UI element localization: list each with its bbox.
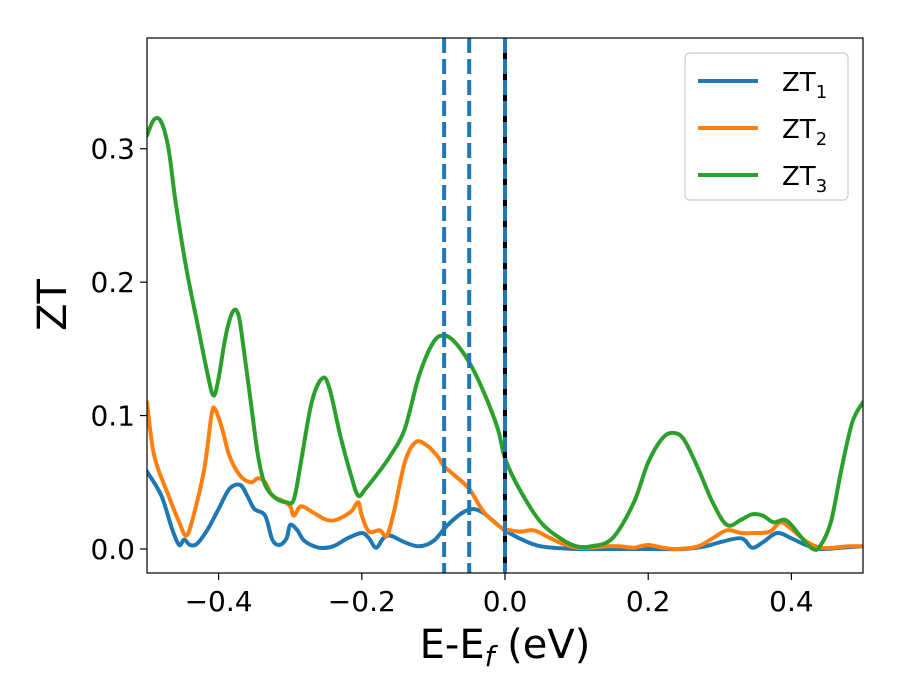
series-line-zt2: [147, 400, 863, 552]
legend-label-zt3: ZT3: [782, 162, 827, 197]
x-tick-label: −0.2: [328, 585, 396, 618]
x-axis-title-unit: (eV): [494, 622, 590, 668]
y-tick-label: 0.0: [90, 533, 135, 566]
y-tick-label: 0.2: [90, 266, 135, 299]
x-axis-title: E-Ef (eV): [420, 622, 591, 673]
x-tick-label: 0.2: [626, 585, 671, 618]
legend-label-zt2: ZT2: [782, 115, 827, 150]
axes: −0.4 −0.2 0.0 0.2 0.4 0.0 0.1 0.2 0.3: [90, 37, 864, 618]
x-tick-label: 0.0: [483, 585, 528, 618]
series-line-zt3: [147, 116, 863, 552]
plot-area: [147, 38, 863, 573]
legend-label-zt1: ZT1: [782, 68, 827, 103]
y-tick-label: 0.1: [90, 400, 135, 433]
x-tick-label: 0.4: [769, 585, 814, 618]
y-axis-title: ZT: [30, 279, 76, 331]
x-axis-title-main: E-E: [420, 622, 485, 668]
y-tick-label: 0.3: [90, 133, 135, 166]
x-tick-label: −0.4: [185, 585, 253, 618]
series-group: [147, 38, 863, 573]
legend-box: [684, 52, 849, 201]
legend: ZT1 ZT2 ZT3: [684, 52, 849, 201]
